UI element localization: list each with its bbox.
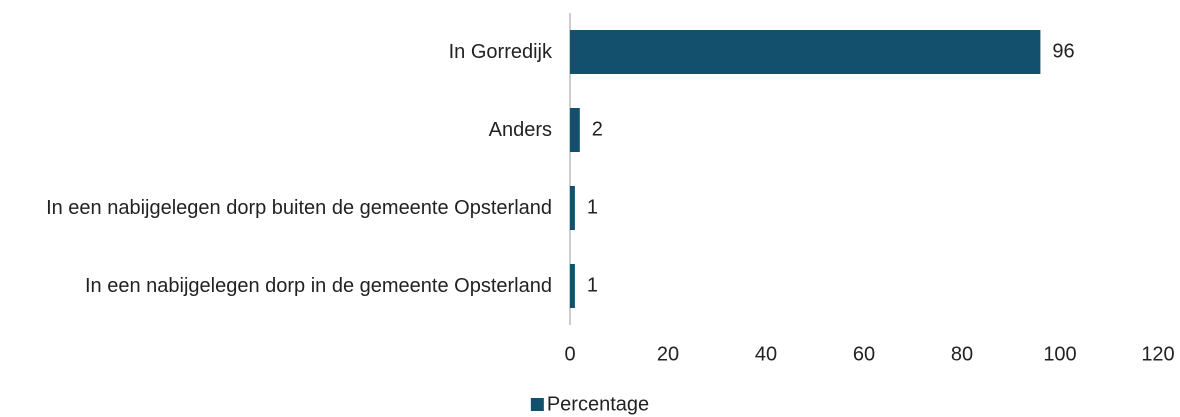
y-tick-label: Anders [488,119,552,141]
x-tick-label: 60 [853,343,875,365]
data-label: 96 [1052,40,1074,62]
bar [570,264,575,308]
y-tick-label: In Gorredijk [448,41,552,63]
x-tick-label: 40 [755,343,777,365]
x-tick-label: 80 [951,343,973,365]
y-tick-label: In een nabijgelegen dorp in de gemeente … [84,275,552,297]
bar [570,186,575,230]
x-tick-label: 100 [1043,343,1076,365]
data-label: 1 [587,196,598,218]
x-tick-label: 120 [1141,343,1174,365]
bar [570,108,580,152]
x-tick-label: 0 [564,343,575,365]
legend-label: Percentage [547,393,649,415]
data-label: 2 [592,118,603,140]
x-tick-label: 20 [657,343,679,365]
data-label: 1 [587,274,598,296]
legend-swatch [530,398,544,411]
bar [570,30,1041,74]
y-tick-label: In een nabijgelegen dorp buiten de gemee… [46,197,552,219]
